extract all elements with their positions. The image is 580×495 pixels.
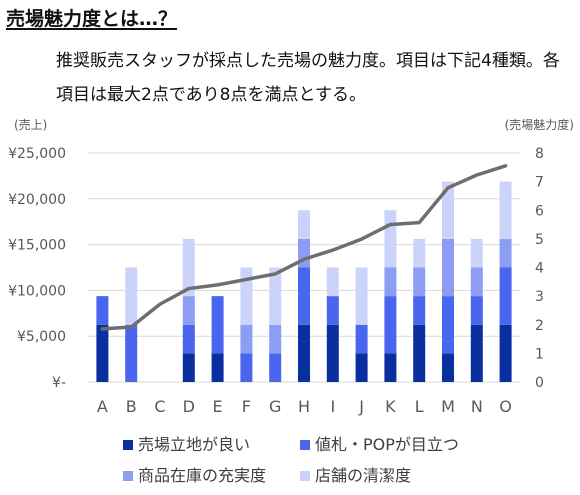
bar-segment [355,267,368,325]
bar-segment [470,296,483,325]
right-tick-label: 3 [535,289,544,305]
bar-segment [240,324,253,354]
legend-label: 商品在庫の充実度 [138,466,266,485]
legend-swatch [123,440,133,450]
right-tick-label: 5 [535,232,544,248]
left-tick-label: ¥20,000 [8,192,66,208]
bar-segment [326,296,339,325]
category-label: H [298,397,310,416]
category-label: M [441,397,455,416]
bar-segment [125,267,138,325]
bar-segment [269,324,282,354]
bar-segment [211,296,224,354]
bar-segment [269,267,282,325]
category-label: K [385,397,396,416]
right-tick-label: 6 [535,203,544,219]
bar-segment [96,324,109,382]
page-title: 売場魅力度とは…？ [6,8,178,30]
category-label: L [415,397,424,416]
bar-segment [413,324,426,382]
right-tick-label: 7 [535,175,544,191]
bar-segment [470,238,483,268]
right-tick-label: 1 [535,346,544,362]
bar-segment [442,181,454,239]
bar-segment [240,267,253,325]
bar-segment [182,238,195,297]
category-label: A [97,397,108,416]
bar-segment [355,353,368,382]
bar-segment [413,267,426,297]
left-tick-label: ¥5,000 [17,329,66,345]
category-label: N [471,397,483,416]
bar-segment [413,238,426,268]
legend-label: 売場立地が良い [138,435,250,454]
bar-segment [470,324,483,382]
legend-label: 値札・POPが目立つ [315,435,459,454]
bar-segment [240,353,253,382]
bar-segment [298,267,310,325]
legend-swatch [300,471,310,481]
category-label: I [330,397,335,416]
legend-swatch [300,440,310,450]
right-tick-label: 2 [535,318,544,334]
bar-segment [499,238,512,268]
bar-segment [499,324,512,382]
bar-segment [182,324,195,354]
bar-segment [182,353,195,382]
bar-segment [211,353,224,382]
bar-segment [298,324,310,382]
bar-segment [413,296,426,325]
left-axis-label: (売上) [14,117,47,132]
right-tick-label: 0 [535,375,544,391]
category-label: C [154,397,165,416]
bar-segment [499,267,512,325]
bar-segment [96,296,109,325]
category-label: D [183,397,195,416]
category-label: G [269,397,281,416]
left-tick-label: ¥25,000 [8,146,66,162]
bar-segment [384,353,397,382]
bar-segment [442,296,454,354]
right-tick-label: 4 [535,261,544,277]
legend-swatch [123,471,133,481]
bar-segment [355,324,368,354]
bar-segment [269,353,282,382]
bar-segment [326,267,339,297]
bar-segment [442,238,454,297]
category-label: J [358,397,364,416]
bar-segment [298,210,310,239]
bar-segment [384,296,397,354]
bar-segment [326,324,339,382]
category-label: B [126,397,137,416]
bar-segment [182,296,195,325]
right-tick-label: 8 [535,146,544,162]
bar-segment [442,353,454,382]
sales-line [100,164,508,331]
bar-segment [125,324,138,382]
category-label: O [499,397,512,416]
left-tick-label: ¥15,000 [8,238,66,254]
legend-label: 店舗の清潔度 [315,466,411,485]
bar-segment [470,267,483,297]
bar-segment [384,267,397,297]
left-tick-label: ¥- [52,375,66,391]
category-label: E [213,397,223,416]
bar-segment [384,210,397,268]
category-label: F [242,397,251,416]
right-axis-label: (売場魅力度) [505,117,574,132]
description-text: 推奨販売スタッフが採点した売場の魅力度。項目は下記4種類。各項目は最大2点であり… [56,51,560,105]
left-tick-label: ¥10,000 [8,283,66,299]
bar-segment [499,181,512,239]
